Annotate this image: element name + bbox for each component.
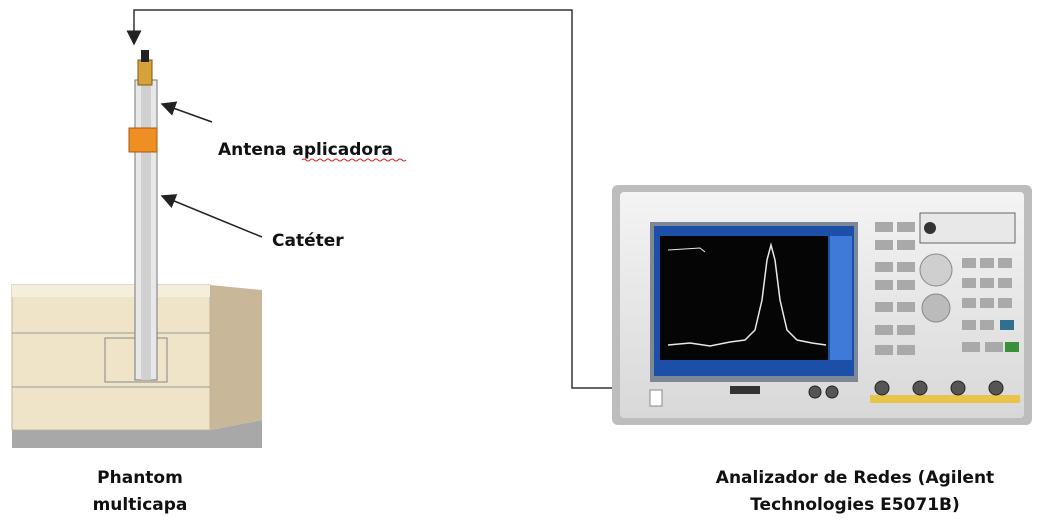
analyzer-label: Technologies E5071B) [750,495,960,515]
phantom-label: multicapa [93,495,188,515]
pointer-arrow [162,104,212,122]
analyzer-label: Analizador de Redes (Agilent [716,468,994,488]
pointer-arrow [162,196,262,237]
catheter-label: Catéter [272,231,344,251]
network-analyzer [612,185,1032,425]
diagram: Antena aplicadora Catéter Phantom multic… [0,0,1044,525]
phantom-label: Phantom [97,468,183,488]
antenna-label: Antena aplicadora [218,140,393,160]
